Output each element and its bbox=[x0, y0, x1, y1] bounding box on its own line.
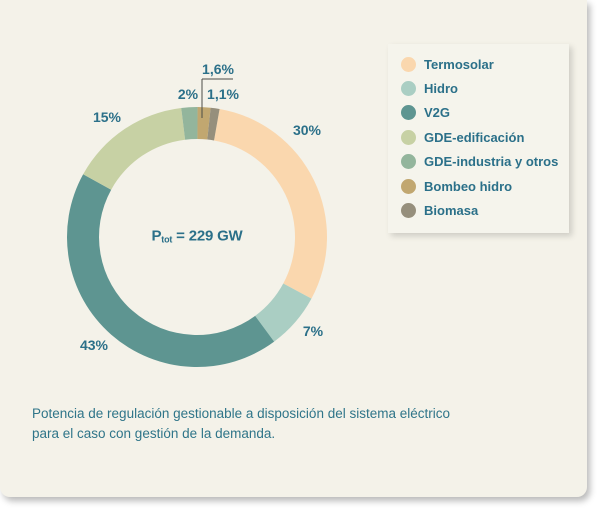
legend-item-termosolar: Termosolar bbox=[401, 52, 569, 76]
legend-item-hidro: Hidro bbox=[401, 76, 569, 100]
donut-slice-hidro bbox=[255, 283, 312, 342]
legend-label-gde-industria: GDE-industria y otros bbox=[424, 154, 559, 170]
total-symbol: P bbox=[151, 227, 162, 245]
legend-swatch-gde-industria bbox=[401, 154, 416, 170]
legend-swatch-hidro bbox=[401, 81, 416, 97]
legend-swatch-biomasa bbox=[401, 203, 416, 219]
legend-item-gde-edificacion: GDE-edificación bbox=[401, 125, 569, 149]
legend-label-gde-edificacion: GDE-edificación bbox=[424, 129, 525, 145]
legend-item-v2g: V2G bbox=[401, 101, 569, 125]
pct-label-gde-industria: 2% bbox=[177, 86, 199, 102]
caption-line-2: para el caso con gestión de la demanda. bbox=[32, 426, 276, 441]
pct-label-hidro: 7% bbox=[302, 323, 324, 339]
pct-label-v2g: 43% bbox=[79, 337, 109, 353]
legend-swatch-termosolar bbox=[401, 56, 416, 72]
pct-label-bombeo-hidro: 1,6% bbox=[202, 61, 234, 77]
legend-swatch-v2g bbox=[401, 105, 416, 121]
legend-label-v2g: V2G bbox=[424, 105, 451, 121]
total-value: = 229 GW bbox=[172, 227, 243, 245]
legend-swatch-gde-edificacion bbox=[401, 129, 416, 145]
legend-swatch-bombeo-hidro bbox=[401, 178, 416, 194]
legend-label-hidro: Hidro bbox=[424, 81, 458, 97]
legend-item-gde-industria: GDE-industria y otros bbox=[401, 150, 569, 174]
donut-slice-bombeo-hidro bbox=[197, 107, 211, 140]
legend-label-bombeo-hidro: Bombeo hidro bbox=[424, 178, 513, 194]
chart-legend: Termosolar Hidro V2G GDE-edificación GDE… bbox=[388, 44, 569, 233]
legend-item-biomasa: Biomasa bbox=[401, 198, 569, 222]
donut-slice-v2g bbox=[66, 174, 275, 368]
donut-slice-biomasa bbox=[207, 107, 220, 141]
legend-item-bombeo-hidro: Bombeo hidro bbox=[401, 174, 569, 198]
legend-label-biomasa: Biomasa bbox=[424, 203, 479, 219]
leader-line-bombeo-hidro bbox=[201, 78, 233, 118]
figure-caption: Potencia de regulación gestionable a dis… bbox=[32, 404, 532, 444]
donut-slice-gde-industria-y-otros bbox=[181, 106, 198, 140]
pct-label-gde-edificacion: 15% bbox=[92, 109, 122, 125]
donut-center-total: Ptot = 229 GW bbox=[151, 228, 242, 245]
donut-slice-termosolar bbox=[214, 108, 328, 299]
total-subscript: tot bbox=[161, 234, 173, 245]
pct-label-biomasa: 1,1% bbox=[207, 86, 239, 102]
donut-slice-gde-edificaci-n bbox=[83, 107, 186, 190]
caption-line-1: Potencia de regulación gestionable a dis… bbox=[32, 406, 450, 421]
legend-label-termosolar: Termosolar bbox=[424, 56, 494, 72]
pct-label-termosolar: 30% bbox=[292, 122, 322, 138]
